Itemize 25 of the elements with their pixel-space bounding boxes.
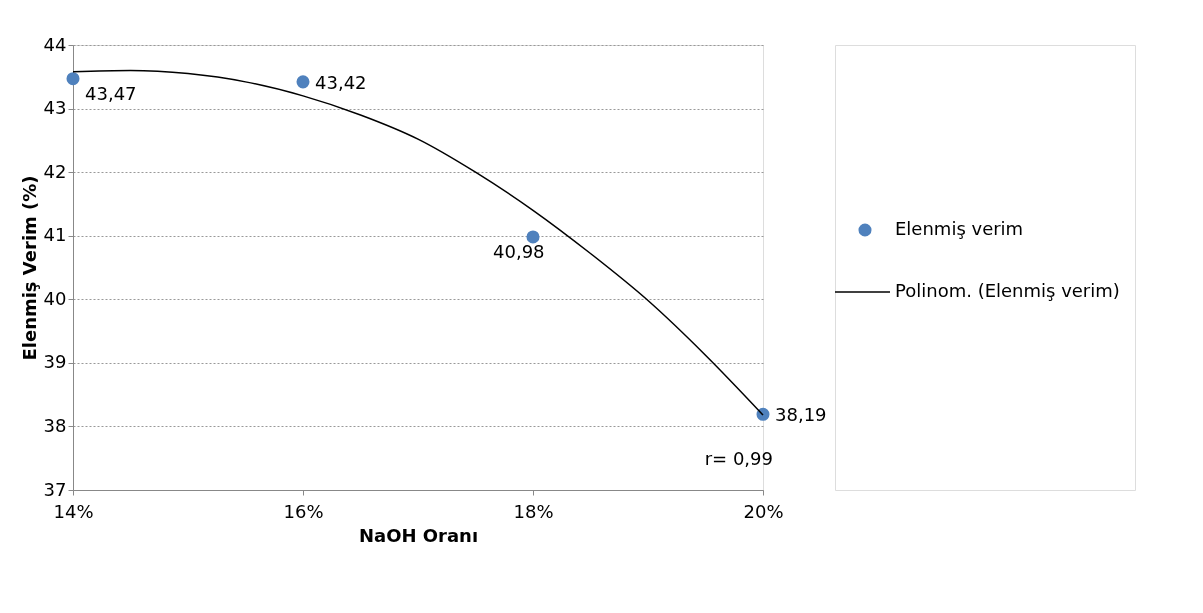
x-axis-title: NaOH Oranı: [358, 524, 479, 546]
x-tick-label: 18%: [513, 500, 554, 522]
y-tick-label: 37: [43, 478, 67, 500]
data-label: 38,19: [775, 404, 827, 426]
y-tick-label: 38: [43, 414, 67, 436]
y-tick-label: 41: [43, 224, 67, 246]
x-tick-label: 14%: [53, 500, 94, 522]
y-tick-label: 43: [43, 97, 67, 119]
y-tick-label: 44: [43, 33, 67, 55]
annotation: r= 0,99: [704, 448, 773, 469]
point: [66, 72, 80, 86]
x-tick-label: 20%: [743, 500, 784, 522]
point: [756, 407, 770, 421]
data-label: 43,42: [315, 71, 367, 93]
y-tick-label: 39: [43, 351, 67, 373]
point: [296, 75, 310, 89]
x-tick-label: 16%: [283, 500, 324, 522]
y-axis-title: Elenmiş Verim (%): [18, 175, 40, 361]
point: [526, 230, 540, 244]
y-tick-label: 40: [43, 287, 67, 309]
data-label: 43,47: [85, 82, 137, 104]
legend-label: Polinom. (Elenmiş verim): [895, 280, 1120, 301]
legend-label: Elenmiş verim: [895, 218, 1024, 239]
y-tick-label: 42: [43, 160, 67, 182]
data-label: 40,98: [493, 240, 545, 262]
